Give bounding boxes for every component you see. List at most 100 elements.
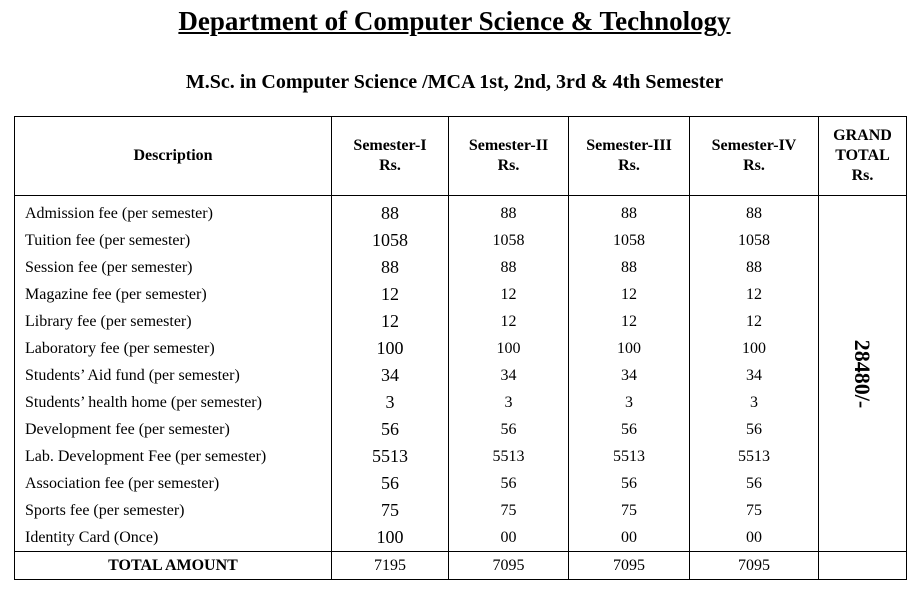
fee-semester-4: 88 [689, 254, 819, 281]
fee-description: Lab. Development Fee (per semester) [14, 443, 332, 470]
fee-semester-3: 5513 [568, 443, 690, 470]
page-subtitle: M.Sc. in Computer Science /MCA 1st, 2nd,… [185, 71, 724, 93]
fee-semester-4: 5513 [689, 443, 819, 470]
fee-description: Association fee (per semester) [14, 470, 332, 497]
fee-semester-3: 100 [568, 335, 690, 362]
fee-semester-4: 56 [689, 416, 819, 443]
fee-semester-1: 34 [331, 362, 449, 389]
fee-description: Students’ health home (per semester) [14, 389, 332, 416]
fee-table-body: 28480/- Admission fee (per semester) 88 88… [14, 195, 907, 552]
table-row: Session fee (per semester) 88 88 88 88 [14, 254, 907, 281]
grand-total-value: 28480/- [850, 339, 876, 408]
header-grand-total: GRAND TOTAL Rs. [818, 116, 907, 196]
header-description: Description [14, 116, 332, 196]
total-semester-3: 7095 [568, 551, 690, 580]
header-semester-1-name: Semester-I [353, 137, 427, 154]
header-semester-1: Semester-I Rs. [331, 116, 449, 196]
table-row: Students’ Aid fund (per semester) 34 34 34 3… [14, 362, 907, 389]
table-row: Lab. Development Fee (per semester) 5513 5… [14, 443, 907, 470]
spacer-row: 28480/- [14, 195, 907, 552]
table-row: Identity Card (Once) 100 00 00 00 [14, 524, 907, 552]
total-grand-blank [818, 551, 907, 580]
fee-semester-1: 56 [331, 470, 449, 497]
fee-semester-3: 00 [568, 524, 690, 552]
fee-description: Session fee (per semester) [14, 254, 332, 281]
page-title: Department of Computer Science & Technol… [178, 6, 731, 36]
total-label: TOTAL AMOUNT [14, 551, 332, 580]
fee-semester-1: 88 [331, 254, 449, 281]
fee-semester-4: 56 [689, 470, 819, 497]
fee-semester-4: 100 [689, 335, 819, 362]
header-grand-total-line1: GRAND [833, 127, 892, 144]
fee-semester-2: 88 [448, 254, 569, 281]
header-semester-4: Semester-IV Rs. [689, 116, 819, 196]
fee-semester-3: 3 [568, 389, 690, 416]
fee-semester-1: 100 [331, 335, 449, 362]
table-row: Tuition fee (per semester) 1058 1058 1058 10… [14, 227, 907, 254]
fee-semester-2: 3 [448, 389, 569, 416]
fee-semester-3: 12 [568, 308, 690, 335]
fee-semester-2: 12 [448, 308, 569, 335]
header-grand-total-line2: TOTAL [835, 147, 890, 164]
fee-semester-4: 00 [689, 524, 819, 552]
fee-semester-1: 56 [331, 416, 449, 443]
fee-description: Sports fee (per semester) [14, 497, 332, 524]
header-grand-total-unit: Rs. [851, 167, 874, 184]
fee-semester-2: 100 [448, 335, 569, 362]
fee-semester-1: 5513 [331, 443, 449, 470]
fee-semester-3: 34 [568, 362, 690, 389]
table-row: Sports fee (per semester) 75 75 75 75 [14, 497, 907, 524]
fee-semester-3: 12 [568, 281, 690, 308]
fee-semester-1: 12 [331, 308, 449, 335]
fee-semester-3: 56 [568, 470, 690, 497]
fee-semester-2: 00 [448, 524, 569, 552]
header-semester-4-unit: Rs. [743, 157, 765, 174]
fee-description: Library fee (per semester) [14, 308, 332, 335]
fee-semester-3: 1058 [568, 227, 690, 254]
fee-semester-4: 12 [689, 281, 819, 308]
fee-semester-3: 88 [568, 200, 690, 227]
table-row: Laboratory fee (per semester) 100 100 100 10… [14, 335, 907, 362]
fee-semester-2: 34 [448, 362, 569, 389]
fee-semester-1: 88 [331, 200, 449, 227]
fee-table: Description Semester-I Rs. Semester-II R… [14, 116, 907, 580]
fee-description: Magazine fee (per semester) [14, 281, 332, 308]
fee-semester-2: 1058 [448, 227, 569, 254]
fee-description: Admission fee (per semester) [14, 200, 332, 227]
table-row: Magazine fee (per semester) 12 12 12 12 [14, 281, 907, 308]
header-semester-2-unit: Rs. [497, 157, 520, 174]
grand-total-cell: 28480/- [818, 195, 907, 552]
fee-semester-2: 56 [448, 416, 569, 443]
header-semester-2: Semester-II Rs. [448, 116, 569, 196]
table-row: Library fee (per semester) 12 12 12 12 [14, 308, 907, 335]
total-semester-2: 7095 [448, 551, 569, 580]
table-row: Admission fee (per semester) 88 88 88 88 [14, 200, 907, 227]
fee-semester-1: 3 [331, 389, 449, 416]
fee-semester-2: 5513 [448, 443, 569, 470]
fee-semester-3: 88 [568, 254, 690, 281]
fee-semester-4: 88 [689, 200, 819, 227]
table-row: Students’ health home (per semester) 3 3 3 3 [14, 389, 907, 416]
fee-description: Tuition fee (per semester) [14, 227, 332, 254]
fee-description: Development fee (per semester) [14, 416, 332, 443]
total-semester-4: 7095 [689, 551, 819, 580]
header-semester-2-name: Semester-II [468, 137, 549, 154]
header-semester-3-name: Semester-III [586, 137, 672, 154]
fee-description: Students’ Aid fund (per semester) [14, 362, 332, 389]
fee-semester-2: 56 [448, 470, 569, 497]
fee-semester-1: 12 [331, 281, 449, 308]
fee-semester-4: 1058 [689, 227, 819, 254]
table-row: Development fee (per semester) 56 56 56 56 [14, 416, 907, 443]
fee-semester-4: 34 [689, 362, 819, 389]
fee-semester-4: 75 [689, 497, 819, 524]
fee-description: Identity Card (Once) [14, 524, 332, 552]
header-semester-4-name: Semester-IV [711, 137, 797, 154]
fee-semester-1: 100 [331, 524, 449, 552]
fee-semester-1: 75 [331, 497, 449, 524]
fee-semester-4: 3 [689, 389, 819, 416]
fee-semester-3: 75 [568, 497, 690, 524]
total-row: TOTAL AMOUNT 7195 7095 7095 7095 [14, 551, 907, 580]
fee-semester-1: 1058 [331, 227, 449, 254]
table-header-row: Description Semester-I Rs. Semester-II R… [14, 116, 907, 196]
fee-description: Laboratory fee (per semester) [14, 335, 332, 362]
